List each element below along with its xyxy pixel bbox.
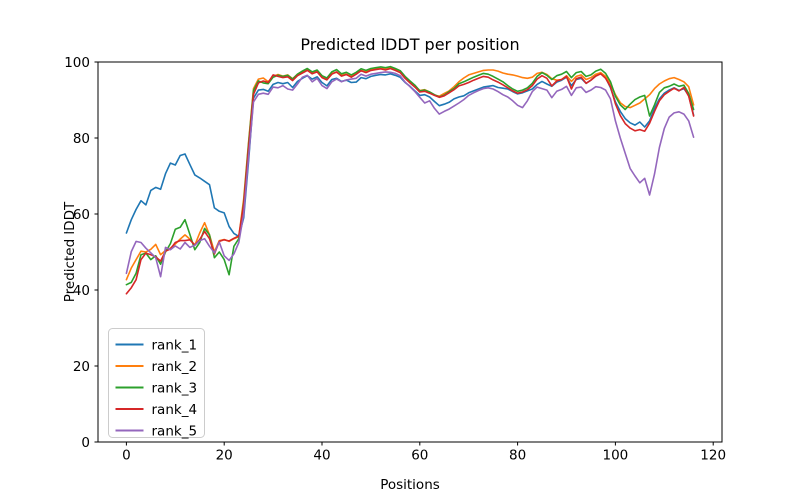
series-line-rank_3 <box>125 65 695 286</box>
series-line-rank_5 <box>125 71 695 278</box>
x-tick-label: 40 <box>313 448 330 464</box>
series-lines <box>125 65 695 295</box>
legend-label-rank_2: rank_2 <box>152 359 198 375</box>
y-tick-label: 80 <box>73 131 90 147</box>
series-line-rank_1 <box>125 72 695 238</box>
x-tick-label: 120 <box>700 448 726 464</box>
x-tick-label: 0 <box>122 448 131 464</box>
x-tick-label: 100 <box>603 448 629 464</box>
y-tick-label: 60 <box>73 207 90 223</box>
series-line-rank_4 <box>125 67 695 295</box>
x-tick-label: 80 <box>509 448 526 464</box>
y-tick-label: 40 <box>73 283 90 299</box>
x-tick-label: 20 <box>216 448 233 464</box>
y-axis-ticks: 0 20 40 60 80 100 <box>64 55 98 451</box>
y-tick-label: 0 <box>81 435 90 451</box>
y-tick-label: 20 <box>73 359 90 375</box>
legend-label-rank_3: rank_3 <box>152 380 198 396</box>
y-tick-label: 100 <box>64 55 90 71</box>
plot-area-border <box>97 61 723 443</box>
legend-box <box>108 328 205 438</box>
x-tick-label: 60 <box>411 448 428 464</box>
y-axis-label: Predicted lDDT <box>62 201 78 302</box>
legend-label-rank_5: rank_5 <box>152 423 198 439</box>
legend-label-rank_1: rank_1 <box>152 337 198 353</box>
x-axis-label: Positions <box>380 477 440 493</box>
legend: rank_1 rank_2 rank_3 rank_4 rank_5 <box>108 328 205 439</box>
x-axis-ticks: 0 20 40 60 80 100 120 <box>122 442 726 464</box>
chart-title: Predicted lDDT per position <box>300 35 519 54</box>
legend-label-rank_4: rank_4 <box>152 402 198 418</box>
